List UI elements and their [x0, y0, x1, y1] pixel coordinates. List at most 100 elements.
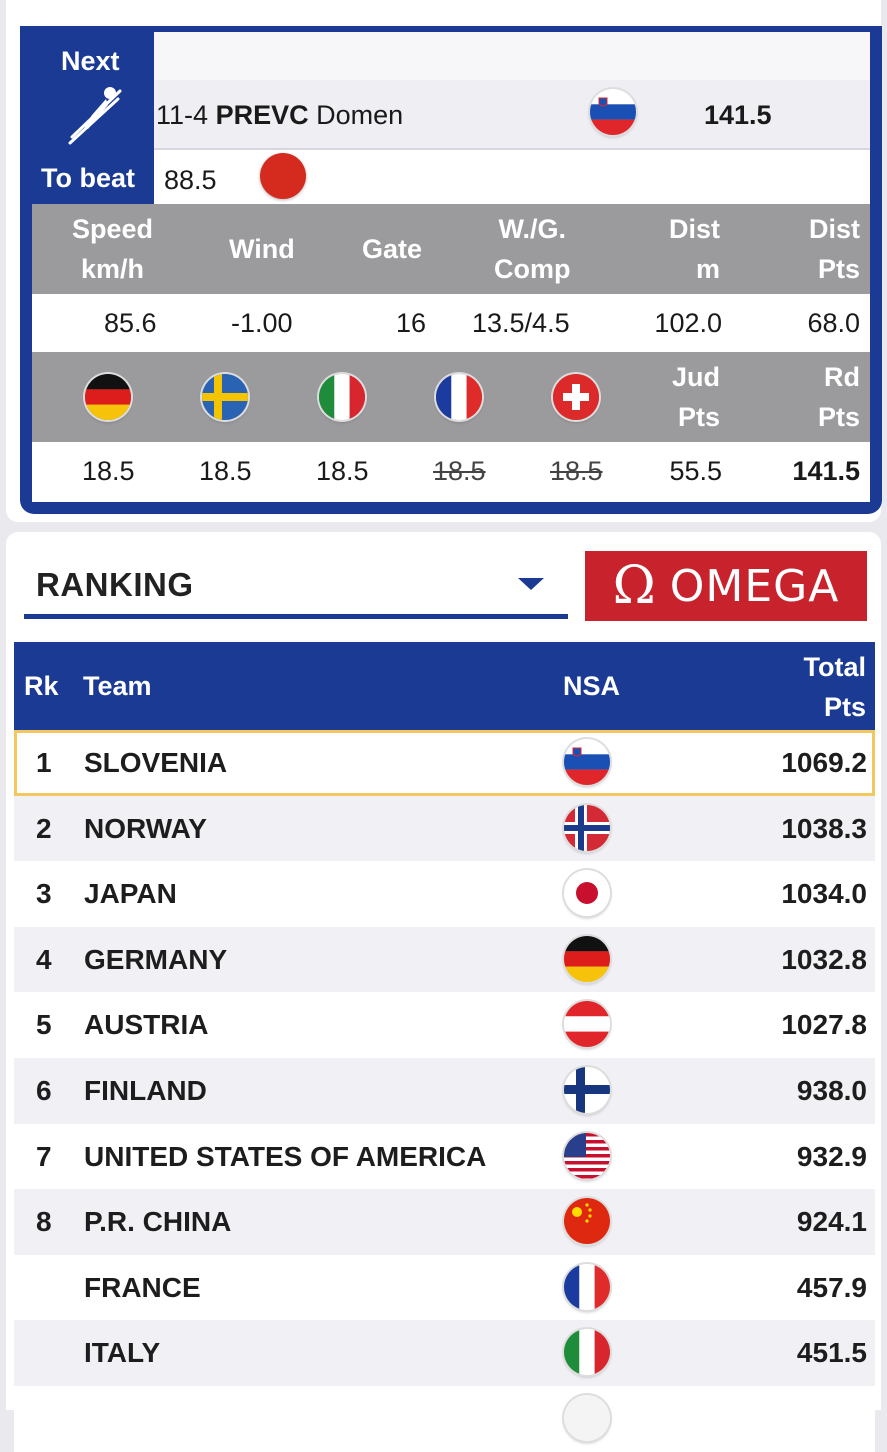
- usa-flag-icon: [564, 1132, 610, 1179]
- team-cell: FINLAND: [84, 1074, 207, 1106]
- speed-header: Speed km/h: [72, 204, 153, 294]
- china-flag-icon: [564, 1198, 610, 1245]
- team-cell: ITALY: [84, 1337, 161, 1369]
- wg-comp-header: W./G. Comp: [494, 204, 571, 294]
- athlete-name: 11-4 PREVC Domen: [156, 100, 403, 131]
- gate-header-label: Gate: [362, 234, 423, 264]
- athlete-score: 141.5: [704, 100, 772, 130]
- ranking-table-body: 1 SLOVENIA 1069.2 2 NORWAY 1038.3 3 JAPA…: [14, 730, 875, 1452]
- speed-header-line1: Speed: [72, 214, 154, 244]
- france-flag-icon: [564, 1263, 610, 1310]
- slovenia-flag-icon: [564, 739, 610, 785]
- wind-header-label: Wind: [229, 234, 295, 264]
- points-cell: 1069.2: [781, 747, 867, 778]
- germany-flag-icon: [85, 374, 131, 420]
- next-jumper-panel: Next To beat 11-4 PREVC Domen: [20, 26, 882, 514]
- next-label: Next: [61, 46, 120, 76]
- rank-cell: 6: [36, 1074, 52, 1106]
- rank-cell: 5: [36, 1009, 52, 1041]
- team-cell: GERMANY: [84, 943, 228, 975]
- dist-header-line1: Dist: [668, 214, 720, 244]
- total-header-line2: Pts: [823, 692, 866, 722]
- table-row[interactable]: 4 GERMANY 1032.8: [14, 926, 875, 993]
- next-jumper-inner: Next To beat 11-4 PREVC Domen: [32, 32, 870, 502]
- judge-score-1: 18.5: [82, 456, 135, 486]
- dist-header-line2: m: [695, 254, 720, 284]
- athlete-surname: PREVC: [215, 100, 309, 130]
- omega-wordmark: OMEGA: [669, 560, 840, 612]
- rank-cell: 7: [36, 1140, 52, 1172]
- dist-m-header: Dist m: [669, 204, 720, 294]
- table-row[interactable]: ITALY 451.5: [14, 1320, 875, 1386]
- points-cell: 938.0: [796, 1074, 867, 1106]
- points-cell: 1038.3: [781, 812, 867, 844]
- wind-header: Wind: [229, 204, 295, 294]
- finland-flag-icon: [564, 1066, 610, 1113]
- rank-cell: 3: [36, 878, 52, 910]
- wg-header-line1: W./G.: [498, 214, 567, 244]
- wg-comp-value: 13.5/4.5: [472, 308, 570, 338]
- points-cell: 1034.0: [781, 878, 867, 910]
- points-cell: 932.9: [796, 1140, 867, 1172]
- judge-score-5-discarded: 18.5: [550, 456, 603, 486]
- norway-flag-icon: [564, 804, 610, 851]
- switzerland-flag-icon: [553, 374, 599, 420]
- ranking-card: RANKING Ω OMEGA Rk Team NSA Total Pts 1 …: [6, 532, 881, 1452]
- table-row[interactable]: 5 AUSTRIA 1027.8: [14, 992, 875, 1058]
- stats-values-row: 85.6 -1.00 16 13.5/4.5 102.0 68.0: [32, 294, 870, 352]
- blank-row: [154, 32, 870, 80]
- wind-value: -1.00: [231, 308, 293, 338]
- team-cell: SLOVENIA: [84, 747, 228, 778]
- team-cell: UNITED STATES OF AMERICA: [84, 1140, 487, 1172]
- italy-flag-icon: [319, 374, 365, 420]
- ranking-table-header: Rk Team NSA Total Pts: [14, 642, 875, 730]
- omega-logo: Ω OMEGA: [585, 551, 867, 621]
- dist-pts-header-line2: Pts: [817, 254, 860, 284]
- omega-symbol-icon: Ω: [612, 556, 656, 616]
- rk-header: Rk: [24, 671, 59, 701]
- judge-score-2: 18.5: [199, 456, 252, 486]
- rd-pts-value: 141.5: [792, 456, 860, 486]
- slovenia-flag-icon: [590, 89, 636, 135]
- table-row[interactable]: FRANCE 457.9: [14, 1254, 875, 1321]
- table-row[interactable]: 6 FINLAND 938.0: [14, 1057, 875, 1124]
- speed-header-line2: km/h: [81, 254, 145, 284]
- dist-pts-header-line1: Dist: [808, 214, 860, 244]
- table-row[interactable]: [14, 1385, 875, 1452]
- rank-cell: 8: [36, 1206, 52, 1238]
- team-cell: P.R. CHINA: [84, 1206, 232, 1238]
- table-row[interactable]: 8 P.R. CHINA 924.1: [14, 1189, 875, 1255]
- caret-down-icon[interactable]: [518, 578, 544, 590]
- table-row[interactable]: 7 UNITED STATES OF AMERICA 932.9: [14, 1123, 875, 1190]
- ranking-selector-label: RANKING: [36, 566, 194, 603]
- jud-pts-header: Jud Pts: [672, 352, 720, 442]
- jud-header-line2: Pts: [677, 402, 720, 432]
- jud-header-line1: Jud: [671, 362, 720, 392]
- partial-flag-icon: [564, 1394, 610, 1441]
- japan-flag-icon: [564, 870, 610, 917]
- points-cell: 451.5: [796, 1337, 867, 1369]
- team-cell: AUSTRIA: [84, 1009, 209, 1041]
- table-row[interactable]: 3 JAPAN 1034.0: [14, 861, 875, 927]
- athlete-firstname: Domen: [316, 100, 404, 130]
- team-cell: JAPAN: [84, 878, 177, 910]
- rd-header-line1: Rd: [824, 362, 860, 392]
- athlete-row[interactable]: 11-4 PREVC Domen 141.5: [154, 80, 870, 150]
- table-row[interactable]: 1 SLOVENIA 1069.2: [14, 730, 875, 796]
- next-jumper-card: Next To beat 11-4 PREVC Domen: [6, 0, 882, 522]
- to-beat-indicator-icon: [260, 153, 306, 199]
- stats-header: Speed km/h Wind Gate W./G. Comp Dist m: [32, 204, 870, 294]
- judge-score-4-discarded: 18.5: [433, 456, 486, 486]
- rd-header-line2: Pts: [817, 402, 860, 432]
- table-row[interactable]: 2 NORWAY 1038.3: [14, 795, 875, 862]
- france-flag-icon: [436, 374, 482, 420]
- team-cell: FRANCE: [84, 1271, 201, 1303]
- ski-jumper-icon: [68, 87, 122, 145]
- to-beat-value: 88.5: [164, 165, 217, 195]
- team-header: Team: [83, 671, 152, 701]
- sweden-flag-icon: [202, 374, 248, 420]
- rd-pts-header: Rd Pts: [818, 352, 860, 442]
- dist-pts-value: 68.0: [807, 308, 860, 338]
- rank-cell: 4: [36, 943, 52, 975]
- wg-header-line2: Comp: [494, 254, 571, 284]
